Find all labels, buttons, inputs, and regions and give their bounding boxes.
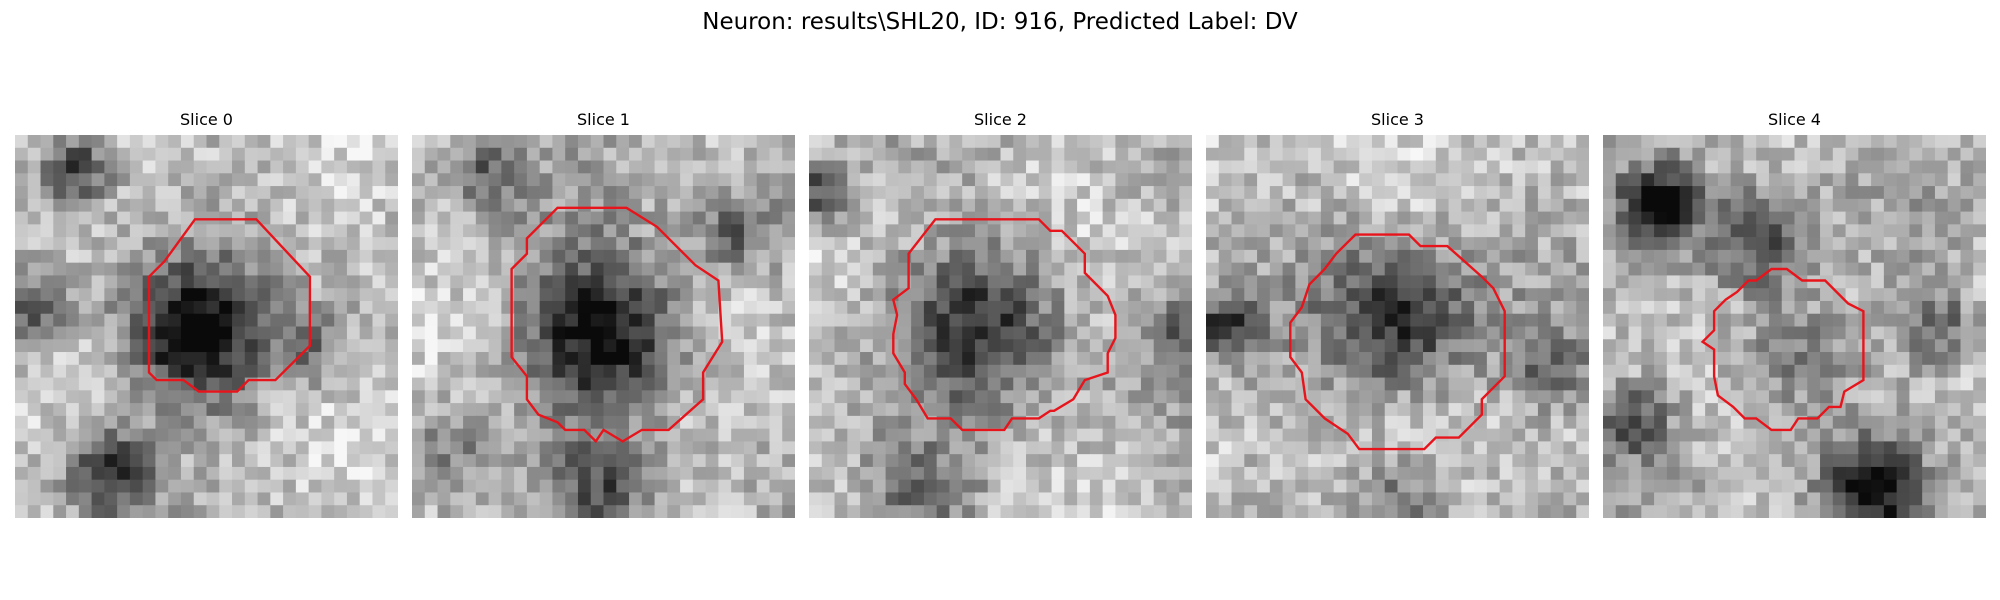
slice-image-0	[15, 135, 398, 518]
slice-image-3	[1206, 135, 1589, 518]
segmentation-contour-2	[891, 218, 1117, 432]
slice-title-0: Slice 0	[180, 110, 233, 129]
slice-image-2	[809, 135, 1192, 518]
slice-title-3: Slice 3	[1371, 110, 1424, 129]
slice-title-4: Slice 4	[1768, 110, 1821, 129]
slice-image-1	[412, 135, 795, 518]
slice-title-1: Slice 1	[577, 110, 630, 129]
segmentation-contour-4	[1700, 267, 1865, 432]
segmentation-contour-1	[510, 206, 724, 444]
figure-title: Neuron: results\SHL20, ID: 916, Predicte…	[702, 9, 1298, 35]
slice-image-4	[1603, 135, 1986, 518]
segmentation-contour-3	[1289, 233, 1506, 451]
segmentation-contour-0	[147, 218, 312, 393]
slice-title-2: Slice 2	[974, 110, 1027, 129]
